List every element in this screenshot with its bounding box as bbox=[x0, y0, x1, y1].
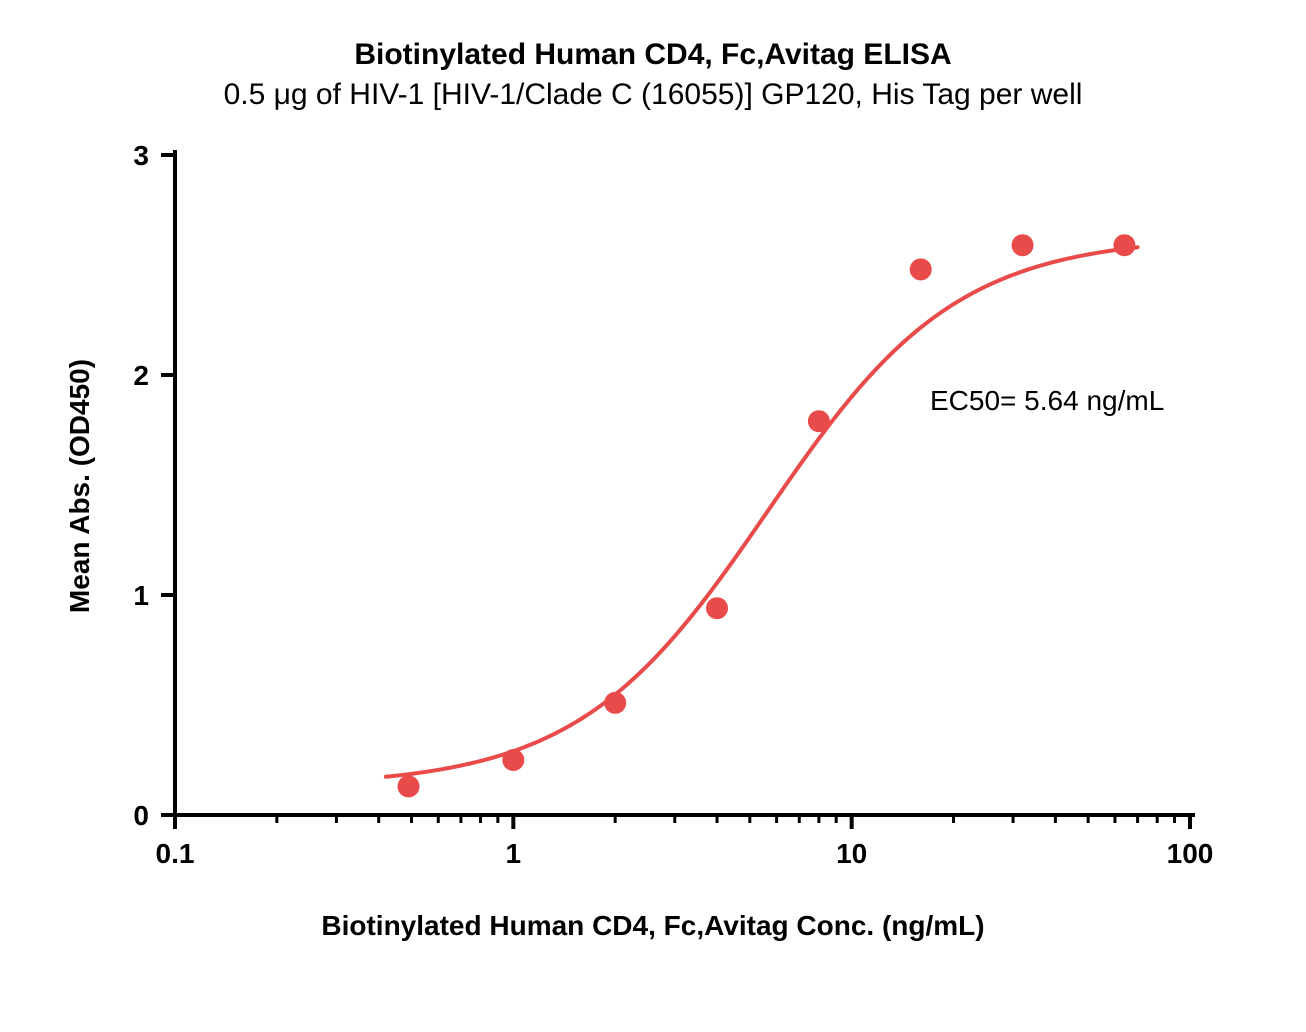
data-point bbox=[1012, 234, 1034, 256]
data-point bbox=[808, 410, 830, 432]
data-point bbox=[502, 749, 524, 771]
x-tick-label: 10 bbox=[836, 838, 867, 869]
data-point bbox=[1113, 234, 1135, 256]
y-tick-label: 3 bbox=[133, 140, 149, 171]
x-tick-label: 1 bbox=[506, 838, 522, 869]
x-tick-label: 100 bbox=[1167, 838, 1214, 869]
chart-container: Biotinylated Human CD4, Fc,Avitag ELISA … bbox=[0, 0, 1306, 1032]
data-point bbox=[604, 692, 626, 714]
fit-curve bbox=[386, 247, 1138, 776]
data-point bbox=[398, 775, 420, 797]
data-point bbox=[910, 258, 932, 280]
data-point bbox=[706, 597, 728, 619]
x-tick-label: 0.1 bbox=[156, 838, 195, 869]
chart-svg: 0 1 2 3 0.1 1 10 100 bbox=[0, 0, 1306, 1032]
y-tick-label: 2 bbox=[133, 360, 149, 391]
y-tick-label: 0 bbox=[133, 800, 149, 831]
y-tick-label: 1 bbox=[133, 580, 149, 611]
